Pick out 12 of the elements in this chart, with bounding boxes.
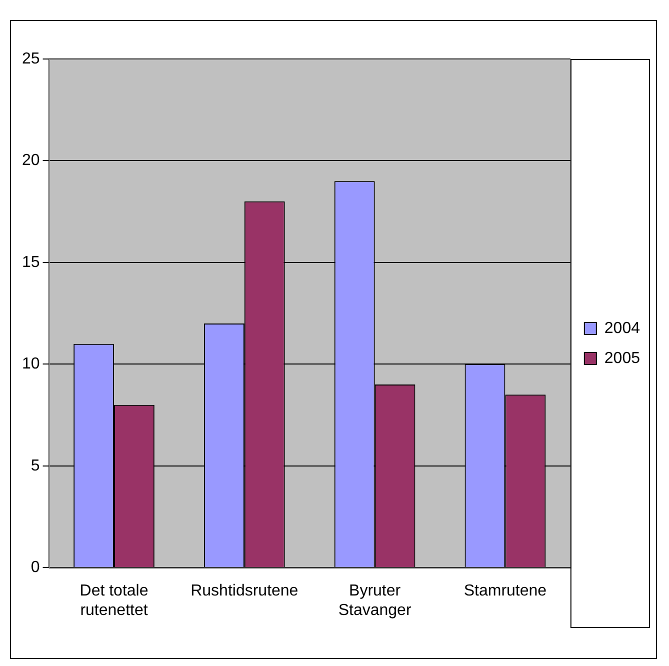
y-tick-label: 20	[22, 152, 40, 170]
x-tick-label: Byruter Stavanger	[338, 582, 412, 619]
x-tick-label: Rushtidsrutene	[190, 582, 298, 600]
x-tick-label: Stamrutene	[464, 582, 547, 600]
legend-label: 2004	[604, 320, 640, 337]
y-tick-label: 25	[22, 50, 40, 68]
y-tick-label: 10	[22, 356, 40, 373]
x-tick-label: Det totale rutenettet	[80, 582, 148, 619]
y-tick-label: 0	[30, 559, 40, 576]
legend-label: 2005	[604, 350, 640, 367]
y-tick-label: 5	[30, 457, 40, 474]
y-tick-label: 15	[22, 254, 40, 271]
